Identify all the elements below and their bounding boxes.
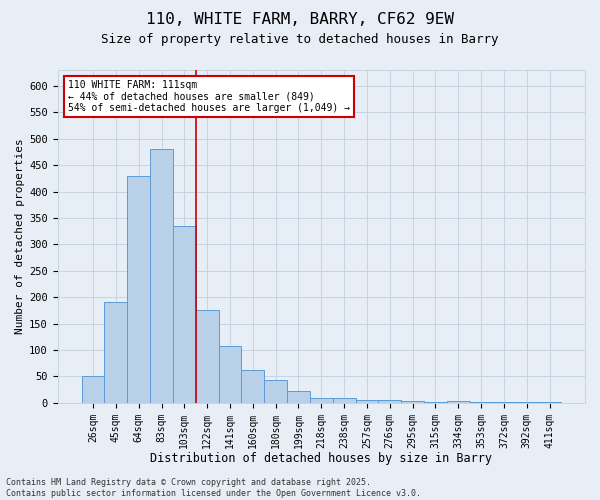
Bar <box>287 391 310 403</box>
Bar <box>379 400 401 403</box>
Bar <box>104 302 127 403</box>
Bar <box>127 176 150 403</box>
Bar <box>264 380 287 403</box>
Text: Contains HM Land Registry data © Crown copyright and database right 2025.
Contai: Contains HM Land Registry data © Crown c… <box>6 478 421 498</box>
Bar <box>333 398 356 403</box>
Bar <box>470 402 493 403</box>
Text: 110 WHITE FARM: 111sqm
← 44% of detached houses are smaller (849)
54% of semi-de: 110 WHITE FARM: 111sqm ← 44% of detached… <box>68 80 350 113</box>
Bar <box>196 310 218 403</box>
Bar <box>82 376 104 403</box>
Bar <box>310 398 333 403</box>
Bar <box>538 402 561 403</box>
Text: Size of property relative to detached houses in Barry: Size of property relative to detached ho… <box>101 32 499 46</box>
Bar <box>493 402 515 403</box>
Bar <box>218 346 241 403</box>
Bar <box>401 400 424 403</box>
Y-axis label: Number of detached properties: Number of detached properties <box>15 138 25 334</box>
X-axis label: Distribution of detached houses by size in Barry: Distribution of detached houses by size … <box>151 452 493 465</box>
Bar <box>424 402 447 403</box>
Bar <box>150 150 173 403</box>
Bar <box>356 400 379 403</box>
Bar <box>173 226 196 403</box>
Text: 110, WHITE FARM, BARRY, CF62 9EW: 110, WHITE FARM, BARRY, CF62 9EW <box>146 12 454 28</box>
Bar <box>241 370 264 403</box>
Bar <box>447 400 470 403</box>
Bar <box>515 402 538 403</box>
